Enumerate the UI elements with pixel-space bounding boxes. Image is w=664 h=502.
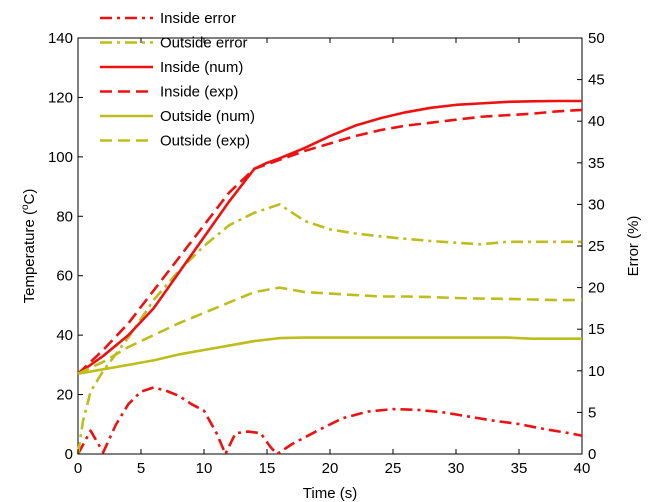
y-right-tick-label: 30: [588, 196, 605, 213]
plot-frame: [77, 37, 583, 455]
legend-label-4: Inside (exp): [160, 84, 238, 101]
plot-area: [76, 37, 583, 456]
y-right-tick-label: 50: [588, 30, 605, 47]
series-line-2: [76, 203, 582, 455]
x-tick-label: 40: [574, 460, 591, 477]
y-right-tick-label: 35: [588, 155, 605, 172]
y-left-tick-label: 80: [56, 208, 73, 225]
y-right-tick-label: 45: [588, 72, 605, 89]
series-layer: [76, 99, 583, 456]
y-right-tick-label: 5: [588, 404, 596, 421]
y-axis-left-label: Temperature (oC): [20, 189, 38, 304]
y-left-tick-label: 20: [56, 387, 73, 404]
legend-label-2: Outside error: [160, 35, 248, 52]
y-right-tick-label: 20: [588, 280, 605, 297]
y-left-tick-label: 60: [56, 268, 73, 285]
x-tick-label: 25: [385, 460, 402, 477]
x-tick-label: 10: [196, 460, 213, 477]
y-right-tick-label: 15: [588, 321, 605, 338]
y-left-tick-label: 40: [56, 327, 73, 344]
series-line-1: [76, 386, 583, 456]
series-line-3: [77, 99, 582, 375]
x-tick-label: 35: [511, 460, 528, 477]
series-line-5: [77, 336, 582, 376]
x-axis-label: Time (s): [303, 485, 357, 502]
y-left-tick-label: 100: [48, 149, 73, 166]
legend-label-5: Outside (num): [160, 108, 255, 125]
legend-label-6: Outside (exp): [160, 133, 250, 150]
y-right-tick-label: 0: [588, 446, 596, 463]
y-axis-right: 0 5 10 15 20 25 30 35 40 45 50: [577, 30, 605, 463]
series-line-6: [77, 286, 582, 375]
x-axis: 0 5 10 15 20 25 30 35 40: [74, 38, 591, 477]
x-tick-label: 15: [259, 460, 276, 477]
x-tick-label: 30: [448, 460, 465, 477]
y-axis-right-label: Error (%): [625, 216, 642, 277]
y-right-tick-label: 25: [588, 238, 605, 255]
y-axis-left-label-tail: C): [21, 189, 38, 205]
series-line-4: [77, 108, 583, 375]
y-axis-left: 0 20 40 60 80 100 120 140: [48, 30, 83, 463]
y-axis-left-label-sup: o: [20, 204, 31, 210]
y-right-tick-label: 10: [588, 363, 605, 380]
x-tick-label: 0: [74, 460, 82, 477]
y-left-tick-label: 0: [65, 446, 73, 463]
legend-label-1: Inside error: [160, 10, 236, 27]
y-left-tick-label: 120: [48, 89, 73, 106]
legend: Inside error Outside error Inside (num) Ins…: [100, 10, 255, 150]
y-left-tick-label: 140: [48, 30, 73, 47]
x-tick-label: 5: [137, 460, 145, 477]
y-axis-left-label-main: Temperature (: [21, 210, 38, 303]
x-tick-label: 20: [322, 460, 339, 477]
y-right-tick-label: 40: [588, 113, 605, 130]
legend-label-3: Inside (num): [160, 59, 243, 76]
